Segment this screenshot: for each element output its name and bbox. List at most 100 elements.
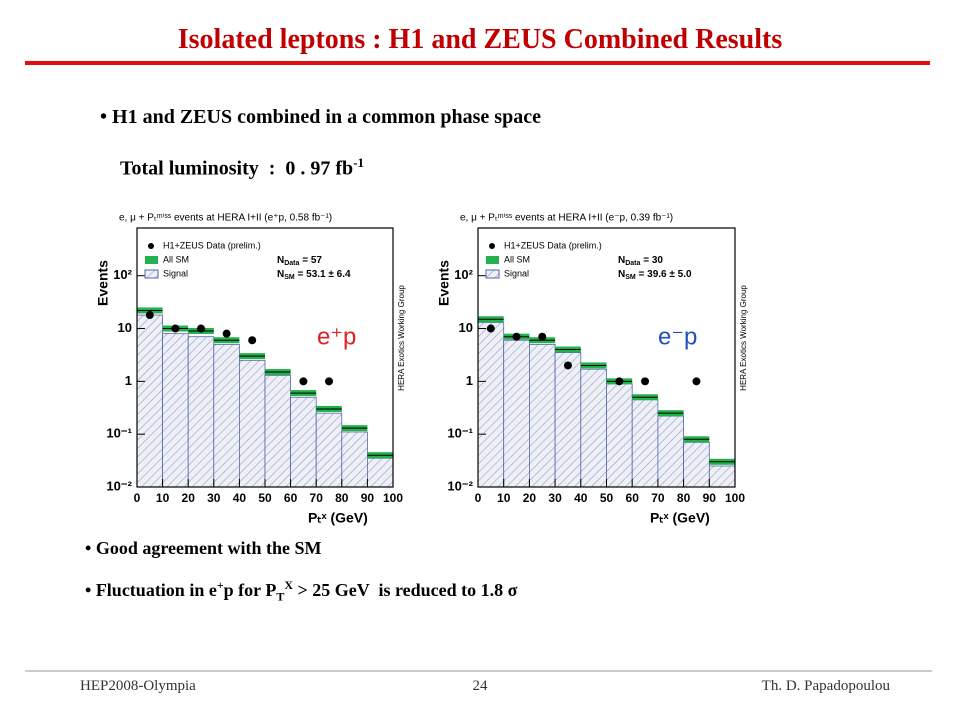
lumi-text: Total luminosity : 0 . 97 fb (120, 157, 354, 180)
signal-bar (187, 336, 215, 488)
slide-title: Isolated leptons : H1 and ZEUS Combined … (177, 24, 783, 55)
data-point (171, 324, 180, 333)
x-tick-label: 40 (233, 491, 247, 505)
data-point (512, 332, 521, 341)
x-tick-label: 10 (497, 491, 511, 505)
signal-bar (631, 399, 659, 488)
annotation-text: = 53.1 ± 6.4 (295, 269, 351, 280)
annotation-symbol: N (277, 255, 284, 266)
x-tick-label: 50 (258, 491, 272, 505)
annotation: NData = 30 (618, 255, 663, 267)
data-point (692, 377, 701, 386)
x-tick-label: 0 (134, 491, 141, 505)
y-tick-label: 1 (466, 373, 473, 388)
signal-bar (366, 457, 394, 488)
luminosity: Total luminosity : 0 . 97 fb-1 (120, 155, 364, 181)
annotation-sub: Data (284, 260, 299, 267)
bullet: • Good agreement with the SM (85, 538, 322, 558)
annotation-symbol: N (618, 269, 625, 280)
fluct-sub: T (276, 589, 285, 604)
x-tick-label: 70 (651, 491, 665, 505)
data-point (197, 324, 205, 333)
annotation-symbol: N (618, 255, 625, 266)
signal-bar (213, 344, 240, 488)
data-point (299, 377, 308, 386)
annotation-sub: SM (625, 274, 636, 281)
annotation: NSM = 39.6 ± 5.0 (618, 269, 692, 281)
x-tick-label: 90 (361, 491, 375, 505)
side-text: HERA Exotics Working Group (739, 285, 748, 391)
data-point (538, 332, 547, 341)
x-tick-label: 0 (475, 491, 482, 505)
data-point (641, 377, 650, 386)
y-label: Events (436, 260, 452, 306)
x-tick-label: 80 (335, 491, 349, 505)
annotation-sub: Data (625, 260, 640, 267)
y-tick-label: 10² (113, 267, 132, 282)
x-tick-label: 10 (156, 491, 170, 505)
data-point (325, 377, 333, 386)
y-tick-label: 10 (459, 320, 473, 335)
legend-label: All SM (504, 254, 530, 264)
signal-bar (315, 412, 343, 488)
signal-bar (529, 344, 556, 488)
x-tick-label: 40 (574, 491, 588, 505)
annotation: NData = 57 (277, 255, 322, 267)
annotation-text: = 30 (640, 255, 663, 266)
bullet-text: H1 and ZEUS combined in a common phase s… (112, 106, 541, 128)
title-rule (25, 61, 930, 65)
signal-bar (683, 441, 710, 488)
x-tick-label: 100 (725, 491, 745, 505)
legend-sm (486, 256, 499, 264)
legend-data (489, 243, 495, 249)
x-tick-label: 30 (207, 491, 221, 505)
signal-bar (162, 333, 189, 488)
x-tick-label: 80 (677, 491, 691, 505)
bullet: • Fluctuation in e+p for PTX > 25 GeV is… (85, 578, 518, 604)
x-tick-label: 100 (383, 491, 403, 505)
legend-label: All SM (163, 254, 189, 264)
signal-bar (606, 383, 633, 488)
x-label: Pₜˣ (GeV) (650, 510, 710, 526)
y-tick-label: 10⁻² (106, 478, 132, 493)
footer-left: HEP2008-Olympia (80, 678, 196, 694)
fluct-sup: X (284, 578, 294, 592)
annotation-symbol: N (277, 269, 284, 280)
fluct-sup: + (216, 578, 224, 592)
y-tick-label: 10 (118, 320, 132, 335)
x-tick-label: 50 (600, 491, 614, 505)
footer-center: 24 (472, 678, 488, 694)
data-point (145, 311, 154, 320)
signal-bar (238, 359, 266, 488)
x-tick-label: 90 (703, 491, 717, 505)
legend-sm (145, 256, 158, 264)
signal-bar (264, 374, 292, 488)
y-tick-label: 1 (125, 373, 132, 388)
x-tick-label: 30 (548, 491, 562, 505)
legend-data (148, 243, 154, 249)
signal-bar (290, 396, 317, 488)
x-tick-label: 20 (182, 491, 196, 505)
signal-bar (708, 465, 736, 488)
bullet-text: Good agreement with the SM (95, 538, 322, 558)
fluct-a: Fluctuation in e (95, 580, 217, 600)
annotation: NSM = 53.1 ± 6.4 (277, 269, 351, 281)
legend-signal (485, 269, 500, 279)
x-tick-label: 60 (626, 491, 640, 505)
lumi-sup: -1 (353, 155, 365, 170)
data-point (486, 324, 495, 333)
signal-bar (477, 322, 505, 488)
signal-bar (580, 368, 607, 488)
bullet: • H1 and ZEUS combined in a common phase… (100, 106, 541, 128)
x-label: Pₜˣ (GeV) (308, 510, 368, 526)
signal-bar (341, 431, 368, 488)
y-tick-label: 10² (454, 267, 473, 282)
y-tick-label: 10⁻² (447, 478, 473, 493)
data-point (222, 329, 231, 338)
y-tick-label: 10⁻¹ (106, 426, 132, 441)
signal-bar (136, 314, 164, 488)
big-label: e⁺p (317, 323, 356, 350)
legend-label: H1+ZEUS Data (prelim.) (163, 240, 261, 250)
legend-label: Signal (504, 268, 529, 278)
